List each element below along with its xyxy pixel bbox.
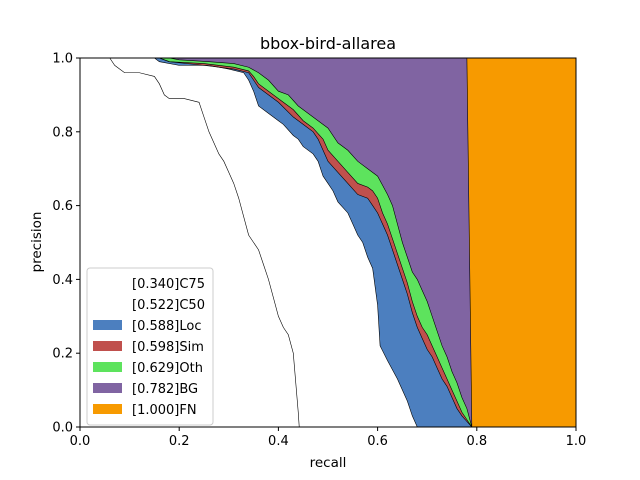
axis-ticks: 0.0 0.2 0.4 0.6 0.8 1.0 0.0 0.2 0.4 0.6 0.8 1.0 [52, 52, 586, 450]
legend-swatch-fn [93, 404, 122, 414]
y-tick-label: 0.8 [52, 125, 73, 140]
legend-label-fn: [1.000]FN [132, 403, 197, 418]
legend-swatch-bg [93, 383, 122, 393]
legend-label-sim: [0.598]Sim [132, 340, 204, 355]
y-axis-label: precision [29, 212, 45, 273]
legend-swatch-c75 [93, 278, 122, 288]
legend-label-c50: [0.522]C50 [132, 298, 205, 313]
curve-c75 [80, 57, 300, 428]
y-tick-label: 0.6 [52, 199, 73, 214]
legend-swatch-loc [93, 320, 122, 330]
y-tick-label: 0.2 [52, 347, 73, 362]
y-tick-label: 1.0 [52, 52, 73, 67]
x-tick-label: 0.2 [169, 434, 190, 449]
curve-sim [80, 57, 473, 428]
chart-title: bbox-bird-allarea [260, 34, 396, 53]
y-tick-label: 0.0 [52, 421, 73, 436]
legend-swatch-oth [93, 362, 122, 372]
plot-frame [79, 57, 577, 428]
legend-label-loc: [0.588]Loc [132, 319, 201, 334]
x-tick-label: 0.0 [70, 434, 91, 449]
x-tick-label: 0.6 [367, 434, 388, 449]
x-tick-label: 1.0 [566, 434, 587, 449]
legend-label-oth: [0.629]Oth [132, 361, 203, 376]
curve-loc [80, 57, 473, 428]
legend: [0.340]C75 [0.522]C50 [0.588]Loc [0.598]Sim… [86, 267, 214, 426]
legend-label-c75: [0.340]C75 [132, 277, 205, 292]
x-tick-label: 0.8 [466, 434, 487, 449]
x-axis-label: recall [310, 455, 347, 471]
legend-swatch-c50 [93, 299, 122, 309]
legend-label-bg: [0.782]BG [132, 382, 198, 397]
x-tick-label: 0.4 [268, 434, 289, 449]
legend-swatch-sim [93, 341, 122, 351]
curve-oth [80, 57, 473, 428]
y-tick-label: 0.4 [52, 273, 73, 288]
curve-c50 [80, 57, 418, 428]
